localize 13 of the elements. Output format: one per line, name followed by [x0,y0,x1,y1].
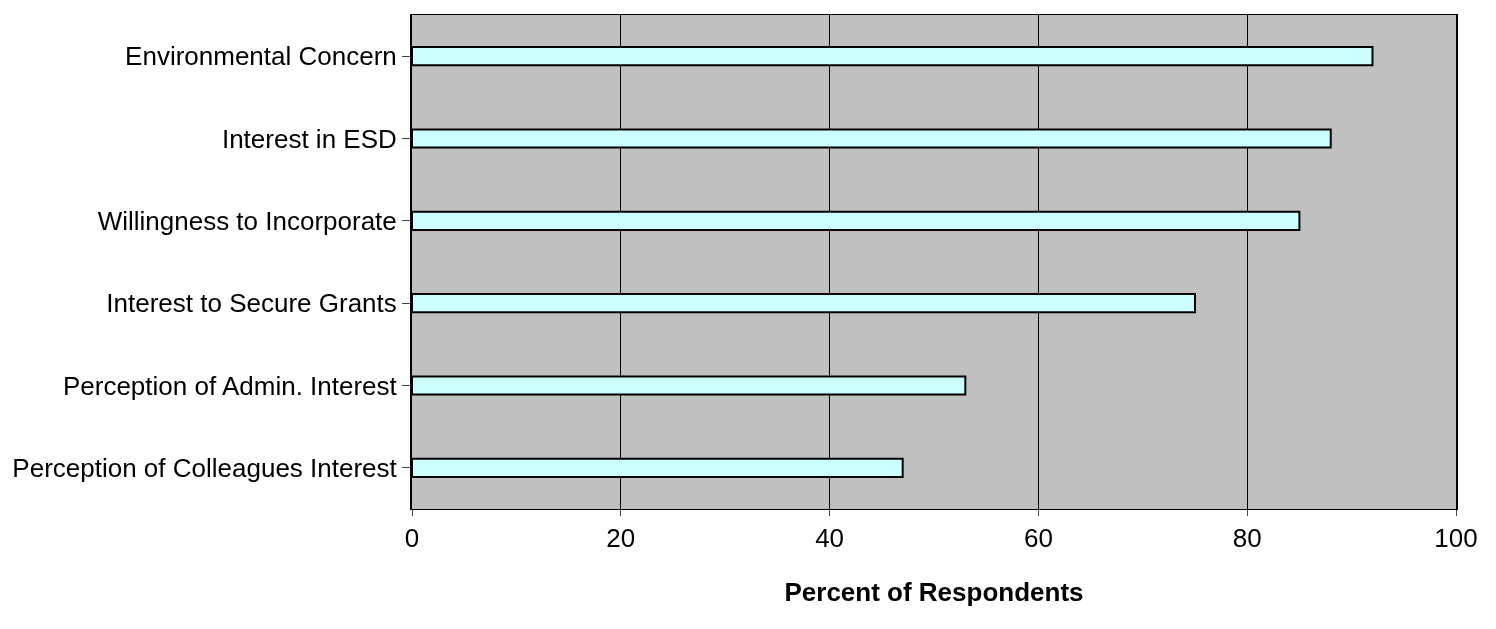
y-tick-label: Perception of Admin. Interest [62,370,398,401]
y-tick-label: Interest in ESD [221,123,397,154]
y-tick-label: Willingness to Incorporate [97,205,397,236]
x-tick-label: 80 [1232,523,1262,554]
x-tick-label: 20 [606,523,636,554]
y-tick-label: Environmental Concern [125,41,397,72]
y-tick-label: Perception of Colleagues Interest [12,452,398,483]
x-tick-label: 60 [1023,523,1053,554]
x-tick-label: 0 [404,523,420,554]
x-tick-label: 40 [815,523,845,554]
x-tick-label: 100 [1434,523,1478,554]
x-axis-title: Percent of Respondents [784,576,1084,607]
y-tick-label: Interest to Secure Grants [106,288,397,319]
